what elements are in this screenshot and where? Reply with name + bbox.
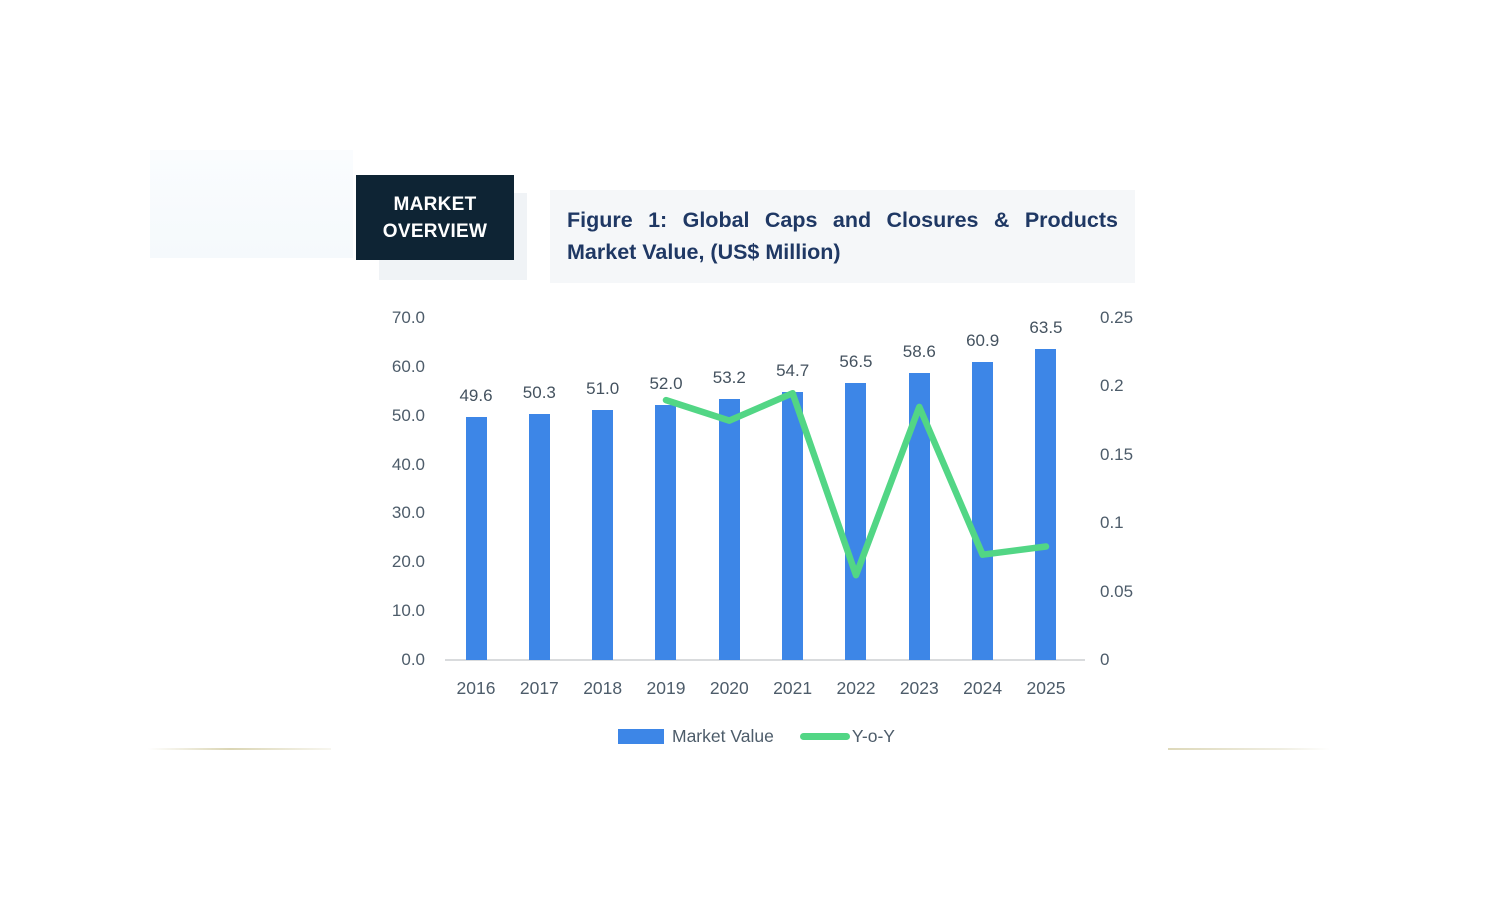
market-value-bar-2025 (1035, 348, 1057, 660)
right-axis-tick: 0.1 (1100, 513, 1124, 533)
left-axis-tick: 40.0 (391, 454, 425, 474)
chart-legend: Market Value Y-o-Y (618, 725, 895, 747)
x-axis-label-2025: 2025 (1026, 678, 1066, 698)
right-axis-tick: 0.2 (1100, 376, 1124, 396)
left-axis-tick: 70.0 (391, 308, 425, 327)
bar-value-label: 53.2 (712, 368, 746, 388)
x-axis-label-2018: 2018 (583, 678, 623, 698)
market-value-bar-2024 (972, 361, 994, 660)
decorative-corner-panel (150, 150, 353, 258)
x-axis-label-2023: 2023 (899, 678, 939, 698)
right-axis-tick: 0.05 (1100, 581, 1134, 601)
bar-value-label: 51.0 (586, 379, 620, 399)
x-axis-label-2024: 2024 (963, 678, 1003, 698)
x-axis-label-2017: 2017 (519, 678, 559, 698)
legend-yoy-label: Y-o-Y (851, 725, 895, 746)
market-value-bar-2016 (465, 416, 487, 660)
market-value-bar-2023 (908, 372, 930, 660)
right-axis-tick: 0 (1100, 650, 1110, 669)
x-axis-label-2016: 2016 (456, 678, 496, 698)
legend-market-value-label: Market Value (672, 725, 774, 746)
left-axis-tick: 60.0 (391, 356, 425, 376)
bar-value-label: 50.3 (522, 382, 556, 402)
market-value-bar-2017 (528, 413, 550, 660)
market-value-bar-2022 (845, 383, 867, 660)
bar-value-label: 63.5 (1029, 317, 1063, 337)
x-axis-label-2022: 2022 (836, 678, 876, 698)
right-axis-tick: 0.15 (1100, 444, 1134, 464)
market-overview-tag: MARKET OVERVIEW (356, 175, 514, 260)
x-axis-label-2021: 2021 (773, 678, 813, 698)
right-axis-tick: 0.25 (1100, 308, 1134, 327)
decorative-rule-right (1168, 748, 1330, 750)
x-axis-line (445, 659, 1085, 661)
figure-title-line1: Figure 1: Global Caps and Closures & Pro… (567, 208, 1118, 232)
legend-market-value-swatch (618, 728, 664, 744)
bar-value-label: 56.5 (839, 352, 873, 372)
figure-title-box: Figure 1: Global Caps and Closures & Pro… (550, 190, 1135, 283)
x-axis-label-2020: 2020 (709, 678, 749, 698)
left-axis-tick: 20.0 (391, 552, 425, 572)
legend-yoy-line-swatch (799, 732, 850, 740)
bar-value-label: 49.6 (459, 385, 493, 405)
bar-value-label: 54.7 (776, 360, 810, 380)
market-value-bar-2020 (718, 399, 740, 660)
x-axis-label-2019: 2019 (646, 678, 686, 698)
left-axis-tick: 0.0 (401, 650, 425, 669)
bar-value-label: 58.6 (902, 341, 936, 361)
left-axis-tick: 30.0 (391, 503, 425, 523)
bar-value-label: 60.9 (966, 330, 1000, 350)
market-overview-tag-line2: OVERVIEW (382, 220, 488, 242)
bar-value-label: 52.0 (649, 374, 683, 394)
left-axis-tick: 50.0 (391, 405, 425, 425)
market-overview-tag-line1: MARKET (393, 193, 477, 215)
market-value-bar-2018 (592, 410, 614, 660)
figure-title-line2: Market Value, (US$ Million) (567, 240, 841, 264)
market-value-bar-2021 (782, 391, 804, 660)
left-axis-tick: 10.0 (391, 601, 425, 621)
decorative-rule-left (148, 748, 331, 750)
market-value-bar-2019 (655, 405, 677, 660)
